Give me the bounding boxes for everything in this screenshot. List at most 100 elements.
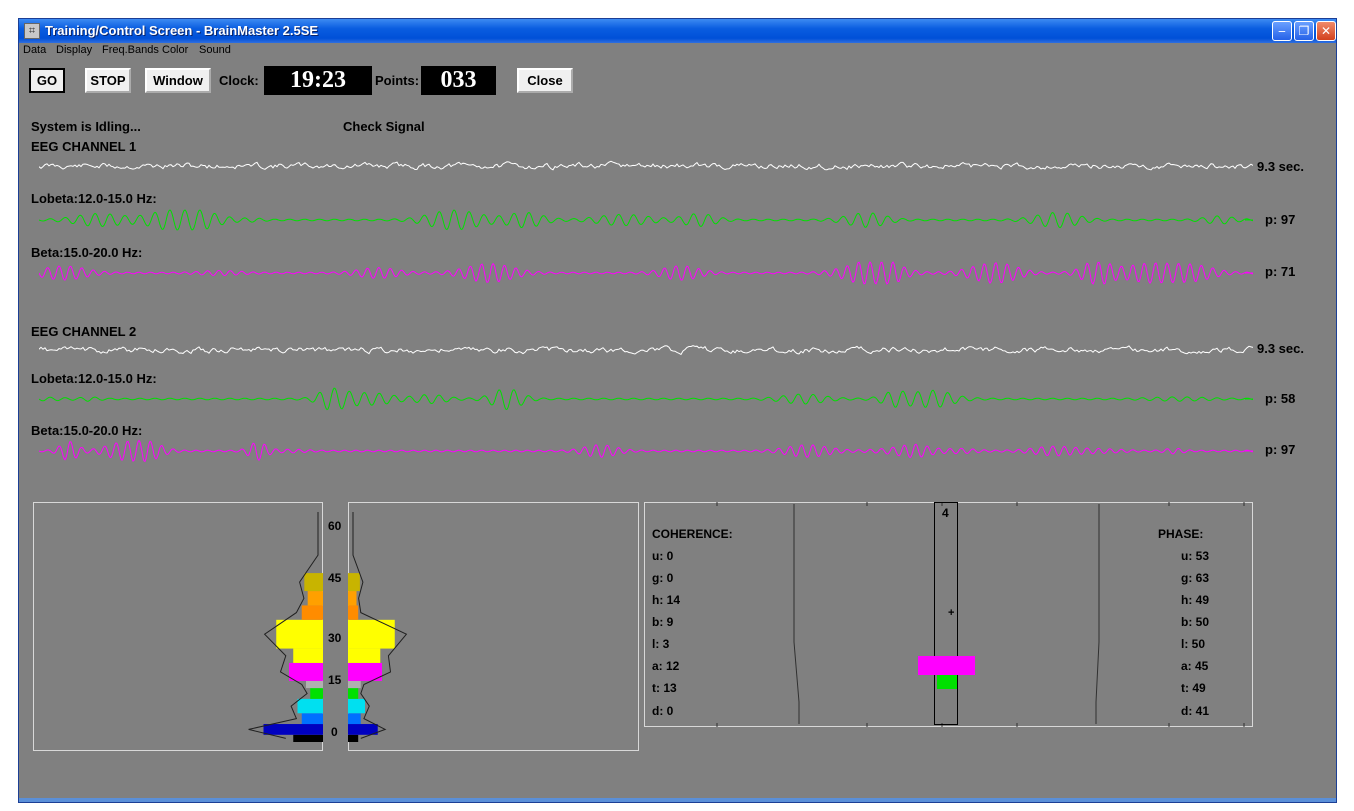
- right-spectrum-band: [348, 734, 359, 742]
- channel-1-lobeta-trace: [39, 209, 1253, 231]
- trace-path: [39, 261, 1253, 285]
- close-window-button[interactable]: ✕: [1316, 21, 1336, 41]
- top-tick-marks: [716, 502, 1245, 506]
- right-spectrum-band: [348, 605, 359, 620]
- menu-data[interactable]: Data: [23, 44, 47, 56]
- phase-title: PHASE:: [1158, 527, 1204, 541]
- menu-freq-bands[interactable]: Freq.Bands: [102, 44, 159, 56]
- bottom-scroll-strip: [19, 798, 1336, 802]
- stop-button[interactable]: STOP: [85, 68, 131, 93]
- coherence-u: u: 0: [652, 549, 674, 563]
- meter-beta-marker: [918, 656, 975, 675]
- clock-display: 19:23: [264, 66, 372, 95]
- phase-b: b: 50: [1181, 615, 1210, 629]
- spectrum-tick-30: 30: [328, 631, 342, 645]
- channel-2-beta-label: Beta:15.0-20.0 Hz:: [31, 423, 143, 438]
- spectrum-tick-15: 15: [328, 673, 342, 687]
- meter-cursor: +: [948, 607, 955, 619]
- right-spectrum-band: [348, 713, 361, 725]
- channel-2-beta-trace: [39, 439, 1253, 463]
- channel-1-beta-label: Beta:15.0-20.0 Hz:: [31, 245, 143, 260]
- right-spectrum-band: [348, 688, 359, 699]
- window-title: Training/Control Screen - BrainMaster 2.…: [45, 23, 319, 38]
- coherence-h: h: 14: [652, 593, 681, 607]
- menu-color[interactable]: Color: [162, 44, 189, 56]
- meter-top-label: 4: [942, 506, 949, 520]
- bottom-tick-marks: [716, 723, 1245, 727]
- left-spectrum-band: [293, 648, 323, 663]
- phase-a: a: 45: [1181, 659, 1209, 673]
- meter-column: [934, 502, 958, 725]
- trace-path: [39, 209, 1253, 231]
- spectrum-tick-60: 60: [328, 519, 342, 533]
- channel-1-duration: 9.3 sec.: [1257, 159, 1304, 174]
- title-bar[interactable]: ⌗ Training/Control Screen - BrainMaster …: [19, 19, 1336, 43]
- channel-2-lobeta-value: p: 58: [1265, 391, 1296, 406]
- spectrum-tick-0: 0: [331, 725, 338, 739]
- channel-2-lobeta-trace: [39, 387, 1253, 411]
- left-spectrum-band: [263, 724, 323, 735]
- spectrum-tick-45: 45: [328, 571, 342, 585]
- channel-1-eeg-trace: [39, 160, 1253, 171]
- right-spectrum-band: [348, 573, 360, 592]
- right-spectrum-band: [348, 662, 382, 681]
- left-spectrum-band: [301, 713, 323, 725]
- right-spectrum-band: [348, 698, 365, 714]
- trace-path: [39, 439, 1253, 463]
- go-button[interactable]: GO: [29, 68, 65, 93]
- window-button[interactable]: Window: [145, 68, 211, 93]
- coherence-a: a: 12: [652, 659, 680, 673]
- right-spectrum-outline: [352, 512, 408, 739]
- channel-2-eeg-trace: [39, 345, 1253, 356]
- right-spectrum-band: [348, 619, 395, 649]
- coherence-title: COHERENCE:: [652, 527, 733, 541]
- phase-u: u: 53: [1181, 549, 1210, 563]
- channel-1-lobeta-label: Lobeta:12.0-15.0 Hz:: [31, 191, 157, 206]
- left-spectrum-band: [304, 573, 323, 592]
- channel-1-beta-trace: [39, 261, 1253, 285]
- right-spectrum-band: [348, 724, 378, 735]
- left-spectrum-outline: [248, 512, 319, 739]
- coherence-graph-line: [793, 504, 800, 724]
- phase-graph-line: [1095, 504, 1100, 724]
- clock-label: Clock:: [219, 73, 259, 88]
- channel-2-beta-value: p: 97: [1265, 442, 1296, 457]
- trace-path: [39, 160, 1253, 171]
- trace-path: [39, 345, 1253, 356]
- left-spectrum-band: [301, 605, 323, 620]
- channel-1-lobeta-value: p: 97: [1265, 212, 1296, 227]
- system-status: System is Idling...: [31, 119, 141, 134]
- trace-path: [39, 387, 1253, 411]
- left-spectrum-band: [293, 734, 323, 742]
- phase-l: l: 50: [1181, 637, 1206, 651]
- meter-lobeta-marker: [937, 675, 957, 689]
- coherence-b: b: 9: [652, 615, 674, 629]
- maximize-button[interactable]: ❐: [1294, 21, 1314, 41]
- phase-d: d: 41: [1181, 704, 1210, 718]
- right-spectrum-svg: [348, 512, 408, 742]
- coherence-g: g: 0: [652, 571, 674, 585]
- phase-h: h: 49: [1181, 593, 1210, 607]
- menu-bar: Data Display Freq.Bands Color Sound: [19, 43, 1336, 59]
- channel-2-title: EEG CHANNEL 2: [31, 324, 137, 339]
- coherence-t: t: 13: [652, 681, 677, 695]
- close-button[interactable]: Close: [517, 68, 573, 93]
- menu-sound[interactable]: Sound: [199, 44, 231, 56]
- signal-status: Check Signal: [343, 119, 425, 134]
- right-spectrum-band: [348, 680, 361, 689]
- spectrum-left-histogram: [33, 502, 323, 751]
- minimize-button[interactable]: ‒: [1272, 21, 1292, 41]
- phase-t: t: 49: [1181, 681, 1206, 695]
- left-spectrum-band: [276, 619, 323, 649]
- right-spectrum-band: [348, 591, 357, 606]
- spectrum-right-histogram: [348, 502, 639, 751]
- right-spectrum-band: [348, 648, 381, 663]
- points-label: Points:: [375, 73, 420, 88]
- channel-1-title: EEG CHANNEL 1: [31, 139, 137, 154]
- menu-display[interactable]: Display: [56, 44, 93, 56]
- left-spectrum-svg: [248, 512, 323, 742]
- left-spectrum-band: [306, 680, 323, 689]
- left-spectrum-band: [310, 688, 323, 699]
- coherence-l: l: 3: [652, 637, 670, 651]
- channel-2-duration: 9.3 sec.: [1257, 341, 1304, 356]
